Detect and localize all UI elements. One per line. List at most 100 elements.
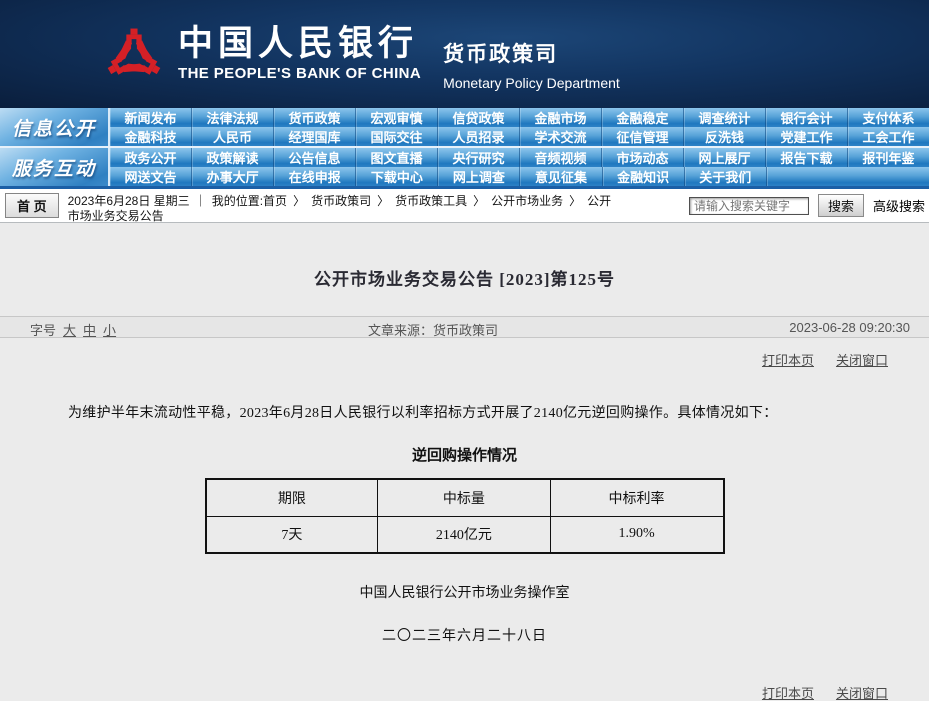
page-title: 公开市场业务交易公告 [2023]第125号 xyxy=(313,270,616,289)
nav-item-market-trends[interactable]: 市场动态 xyxy=(602,148,684,167)
close-window-link[interactable]: 关闭窗口 xyxy=(835,353,888,368)
nav-item-financial-market[interactable]: 金融市场 xyxy=(520,108,602,127)
dept-title-en: Monetary Policy Department xyxy=(443,74,620,91)
nav-row: 金融科技 人民币 经理国库 国际交往 人员招录 学术交流 征信管理 反洗钱 党建… xyxy=(110,127,929,146)
nav-item-report-download[interactable]: 报告下载 xyxy=(766,148,848,167)
nav-item-about-us[interactable]: 关于我们 xyxy=(685,167,767,186)
cell-volume: 2140亿元 xyxy=(377,515,551,554)
nav-item-download-center[interactable]: 下载中心 xyxy=(356,167,439,186)
nav-item-monetary-policy[interactable]: 货币政策 xyxy=(274,108,356,127)
advanced-search-link[interactable]: 高级搜索 xyxy=(872,199,925,214)
nav-item-periodicals[interactable]: 报刊年鉴 xyxy=(848,148,929,167)
main-nav: 信息公开 新闻发布 法律法规 货币政策 宏观审慎 信贷政策 金融市场 金融稳定 … xyxy=(0,108,929,186)
font-size-controls: 字号大中小 xyxy=(30,320,116,339)
nav-row: 政务公开 政策解读 公告信息 图文直播 央行研究 音频视频 市场动态 网上展厅 … xyxy=(110,148,929,167)
home-button[interactable]: 首 页 xyxy=(5,193,59,218)
nav-item-statistics[interactable]: 调查统计 xyxy=(684,108,766,127)
nav-item-union[interactable]: 工会工作 xyxy=(848,127,929,146)
article-meta-bar: 字号大中小 文章来源：货币政策司 2023-06-28 09:20:30 xyxy=(0,316,929,338)
nav-section-label-info: 信息公开 xyxy=(0,108,110,146)
font-size-label: 字号 xyxy=(30,323,57,338)
nav-item-news[interactable]: 新闻发布 xyxy=(110,108,192,127)
breadcrumb-separator: 〉 xyxy=(569,194,582,208)
nav-item-financial-knowledge[interactable]: 金融知识 xyxy=(603,167,685,186)
search-box: 搜索 高级搜索 xyxy=(688,191,925,217)
nav-item-international[interactable]: 国际交往 xyxy=(356,127,438,146)
nav-item-laws[interactable]: 法律法规 xyxy=(192,108,274,127)
source-value: 货币政策司 xyxy=(433,323,499,338)
nav-item-recruitment[interactable]: 人员招录 xyxy=(438,127,520,146)
breadcrumb-separator: 〉 xyxy=(473,194,486,208)
dept-title-cn: 货币政策司 xyxy=(443,42,559,66)
nav-item-service-hall[interactable]: 办事大厅 xyxy=(192,167,275,186)
nav-item-aml[interactable]: 反洗钱 xyxy=(684,127,766,146)
article-body-paragraph: 为维护半年末流动性平稳，2023年6月28日人民银行以利率招标方式开展了2140… xyxy=(68,406,778,421)
nav-section-label-service: 服务互动 xyxy=(0,148,110,186)
nav-item-web-notices[interactable]: 网送文告 xyxy=(110,167,193,186)
nav-item-treasury[interactable]: 经理国库 xyxy=(274,127,356,146)
font-size-large[interactable]: 大 xyxy=(63,323,77,338)
article-timestamp: 2023-06-28 09:20:30 xyxy=(789,320,910,335)
nav-item-online-gallery[interactable]: 网上展厅 xyxy=(684,148,766,167)
nav-item-online-survey[interactable]: 网上调查 xyxy=(438,167,521,186)
col-header-rate: 中标利率 xyxy=(549,478,725,517)
breadcrumb-link-omo[interactable]: 公开市场业务 xyxy=(491,194,564,208)
search-button[interactable]: 搜索 xyxy=(817,194,864,217)
breadcrumb-bar: 首 页 2023年6月28日 星期三｜我的位置:首页〉货币政策司〉货币政策工具〉… xyxy=(0,189,929,224)
nav-item-macroprudential[interactable]: 宏观审慎 xyxy=(356,108,438,127)
nav-item-audio-video[interactable]: 音频视频 xyxy=(520,148,602,167)
breadcrumb-separator: 〉 xyxy=(377,194,390,208)
nav-item-gov-disclosure[interactable]: 政务公开 xyxy=(110,148,192,167)
nav-item-online-filing[interactable]: 在线申报 xyxy=(274,167,357,186)
print-page-link[interactable]: 打印本页 xyxy=(761,686,814,701)
nav-item-payment-system[interactable]: 支付体系 xyxy=(848,108,929,127)
date-line: 二〇二三年六月二十八日 xyxy=(382,629,547,644)
breadcrumb-link-dept[interactable]: 货币政策司 xyxy=(311,194,372,208)
table-row: 7天 2140亿元 1.90% xyxy=(204,515,725,554)
col-header-term: 期限 xyxy=(204,478,379,517)
pboc-logo-icon xyxy=(107,28,161,75)
nav-item-credit-info[interactable]: 征信管理 xyxy=(602,127,684,146)
font-size-medium[interactable]: 中 xyxy=(83,323,97,338)
nav-section-info: 信息公开 新闻发布 法律法规 货币政策 宏观审慎 信贷政策 金融市场 金融稳定 … xyxy=(0,108,929,146)
font-size-small[interactable]: 小 xyxy=(103,323,117,338)
table-title: 逆回购操作情况 xyxy=(411,448,517,464)
search-input[interactable] xyxy=(688,196,809,215)
breadcrumb-divider: ｜ xyxy=(194,194,207,208)
breadcrumb-link-tools[interactable]: 货币政策工具 xyxy=(395,194,468,208)
bank-title-block: 中国人民银行 THE PEOPLE'S BANK OF CHINA xyxy=(178,24,422,82)
bank-title-en: THE PEOPLE'S BANK OF CHINA xyxy=(178,64,422,82)
breadcrumb-link-home[interactable]: 首页 xyxy=(263,194,288,208)
nav-row: 网送文告 办事大厅 在线申报 下载中心 网上调查 意见征集 金融知识 关于我们 xyxy=(110,167,929,186)
source-label: 文章来源： xyxy=(368,323,434,338)
nav-item-research[interactable]: 央行研究 xyxy=(438,148,520,167)
nav-item-rmb[interactable]: 人民币 xyxy=(192,127,274,146)
bank-title-cn: 中国人民银行 xyxy=(178,24,419,64)
nav-section-service: 服务互动 政务公开 政策解读 公告信息 图文直播 央行研究 音频视频 市场动态 … xyxy=(0,146,929,186)
print-close-row-bottom: 打印本页 关闭窗口 xyxy=(0,683,929,702)
signature-line: 中国人民银行公开市场业务操作室 xyxy=(359,586,570,601)
article-source: 文章来源：货币政策司 xyxy=(368,320,498,339)
nav-item-party-building[interactable]: 党建工作 xyxy=(766,127,848,146)
cell-rate: 1.90% xyxy=(549,515,725,554)
site-banner: 中国人民银行 THE PEOPLE'S BANK OF CHINA 货币政策司 … xyxy=(0,0,929,108)
print-close-row-top: 打印本页 关闭窗口 xyxy=(0,350,929,369)
nav-item-announcements[interactable]: 公告信息 xyxy=(274,148,356,167)
nav-item-fintech[interactable]: 金融科技 xyxy=(110,127,192,146)
nav-item-live-broadcast[interactable]: 图文直播 xyxy=(356,148,438,167)
print-page-link[interactable]: 打印本页 xyxy=(761,353,814,368)
col-header-volume: 中标量 xyxy=(377,478,551,517)
nav-item-credit-policy[interactable]: 信贷政策 xyxy=(438,108,520,127)
breadcrumb-link-announcements[interactable]: 公开市场业务交易公告 xyxy=(67,194,612,223)
nav-item-academic[interactable]: 学术交流 xyxy=(520,127,602,146)
article-content: 公开市场业务交易公告 [2023]第125号 字号大中小 文章来源：货币政策司 … xyxy=(0,222,929,701)
nav-item-policy-interpretation[interactable]: 政策解读 xyxy=(192,148,274,167)
nav-item-bank-accounting[interactable]: 银行会计 xyxy=(766,108,848,127)
breadcrumb: 2023年6月28日 星期三｜我的位置:首页〉货币政策司〉货币政策工具〉公开市场… xyxy=(68,191,620,224)
nav-item-opinion-collection[interactable]: 意见征集 xyxy=(520,167,603,186)
nav-row: 新闻发布 法律法规 货币政策 宏观审慎 信贷政策 金融市场 金融稳定 调查统计 … xyxy=(110,108,929,127)
dept-title-block: 货币政策司 Monetary Policy Department xyxy=(443,18,620,91)
nav-empty-cell xyxy=(767,167,929,186)
close-window-link[interactable]: 关闭窗口 xyxy=(835,686,888,701)
nav-item-financial-stability[interactable]: 金融稳定 xyxy=(602,108,684,127)
